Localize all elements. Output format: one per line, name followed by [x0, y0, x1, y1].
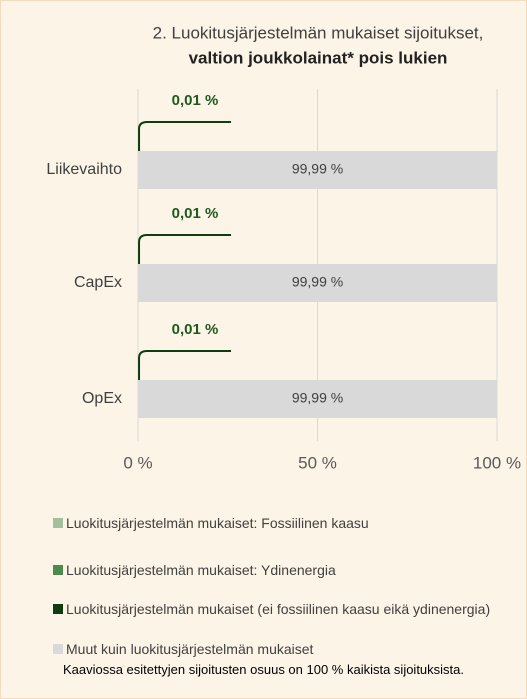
legend-item: Muut kuin luokitusjärjestelmän mukaiset — [53, 638, 503, 660]
data-label: 99,99 % — [292, 274, 343, 290]
legend-item: Luokitusjärjestelmän mukaiset: Fossiilin… — [53, 512, 503, 534]
legend-swatch — [53, 518, 63, 528]
legend-swatch — [53, 644, 63, 654]
leader-line — [138, 350, 232, 380]
y-tick-label: OpEx — [82, 390, 122, 407]
legend-item: Luokitusjärjestelmän mukaiset: Ydinenerg… — [53, 559, 503, 581]
data-label: 0,01 % — [172, 205, 219, 222]
y-tick-label: Liikevaihto — [46, 161, 122, 178]
data-label: 0,01 % — [172, 92, 219, 109]
leader-line — [138, 234, 232, 264]
legend-label: Luokitusjärjestelmän mukaiset (ei fossii… — [66, 601, 491, 617]
data-label: 99,99 % — [292, 161, 343, 177]
legend-label: Luokitusjärjestelmän mukaiset: Ydinenerg… — [66, 562, 336, 578]
data-label: 99,99 % — [292, 390, 343, 406]
x-tick-label: 50 % — [298, 453, 337, 472]
bar — [138, 151, 498, 189]
data-label: 0,01 % — [172, 321, 219, 338]
x-tick-label: 0 % — [123, 453, 152, 472]
bar — [138, 264, 498, 302]
legend-item: Luokitusjärjestelmän mukaiset (ei fossii… — [53, 598, 503, 620]
leader-line — [138, 121, 232, 151]
chart-title: 2. Luokitusjärjestelmän mukaiset sijoitu… — [153, 23, 484, 42]
y-tick-label: CapEx — [74, 274, 122, 291]
legend-swatch — [53, 604, 63, 614]
footnote: Kaaviossa esitettyjen sijoitusten osuus … — [62, 662, 465, 677]
chart-subtitle: valtion joukkolainat* pois lukien — [189, 48, 448, 67]
bar — [138, 380, 498, 418]
legend-label: Muut kuin luokitusjärjestelmän mukaiset — [66, 641, 314, 657]
x-tick-label: 100 % — [473, 453, 521, 472]
legend-swatch — [53, 565, 63, 575]
legend-label: Luokitusjärjestelmän mukaiset: Fossiilin… — [66, 515, 369, 531]
